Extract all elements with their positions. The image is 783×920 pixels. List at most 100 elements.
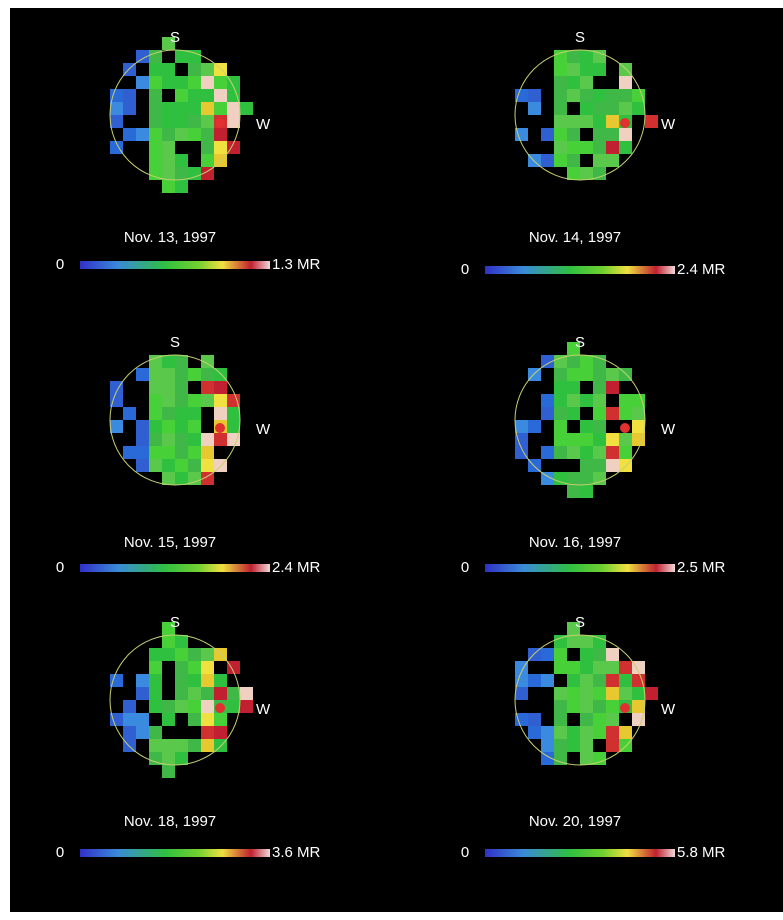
pixel <box>162 180 175 193</box>
pixel <box>175 446 188 459</box>
pixel <box>136 446 149 459</box>
pixel <box>580 63 593 76</box>
pixel <box>175 115 188 128</box>
pixel <box>567 472 580 485</box>
pixel <box>201 661 214 674</box>
pixel <box>162 446 175 459</box>
pixel <box>201 141 214 154</box>
pixel <box>619 433 632 446</box>
pixel <box>541 446 554 459</box>
pixel <box>645 687 658 700</box>
pixel <box>188 394 201 407</box>
pixel <box>175 420 188 433</box>
pixel <box>619 446 632 459</box>
colorbar <box>485 849 675 857</box>
pixel <box>619 661 632 674</box>
scale-max: 2.4 MR <box>677 261 726 278</box>
pixel <box>188 63 201 76</box>
pixel <box>593 141 606 154</box>
date-label: Nov. 18, 1997 <box>124 813 216 830</box>
pixel <box>110 115 123 128</box>
pixel <box>175 128 188 141</box>
pixel <box>188 420 201 433</box>
pixel <box>567 433 580 446</box>
pixel <box>201 381 214 394</box>
pixel <box>201 394 214 407</box>
pixel <box>227 115 240 128</box>
pixel <box>580 89 593 102</box>
pixel <box>175 50 188 63</box>
pixel <box>214 128 227 141</box>
pixel <box>632 407 645 420</box>
scale-min: 0 <box>56 256 64 273</box>
pixel <box>554 433 567 446</box>
west-label: W <box>661 421 676 438</box>
scale-max: 1.3 MR <box>272 256 321 273</box>
colorbar <box>80 261 270 269</box>
pixel <box>580 713 593 726</box>
pixel <box>201 63 214 76</box>
pixel <box>149 141 162 154</box>
pixel <box>149 63 162 76</box>
pixel <box>580 420 593 433</box>
pixel <box>175 661 188 674</box>
pixel <box>606 713 619 726</box>
pixel <box>162 102 175 115</box>
pixel <box>123 446 136 459</box>
pixel <box>541 154 554 167</box>
pixel <box>149 394 162 407</box>
colorbar <box>80 849 270 857</box>
pixel <box>188 446 201 459</box>
pixel <box>188 661 201 674</box>
pixel <box>619 89 632 102</box>
pixel <box>541 648 554 661</box>
pixel <box>606 115 619 128</box>
pixel <box>162 635 175 648</box>
pixel <box>580 635 593 648</box>
pixel <box>162 420 175 433</box>
pixel <box>188 674 201 687</box>
pixel <box>606 726 619 739</box>
pixel <box>227 102 240 115</box>
pixel <box>175 154 188 167</box>
pixel <box>554 102 567 115</box>
west-label: W <box>256 701 271 718</box>
pixel <box>554 648 567 661</box>
pixel <box>541 674 554 687</box>
pixel <box>554 700 567 713</box>
colorbar <box>485 564 675 572</box>
spot <box>215 423 225 433</box>
pixel <box>149 661 162 674</box>
pixel <box>162 407 175 420</box>
pixel <box>593 420 606 433</box>
pixel <box>188 115 201 128</box>
pixel <box>162 739 175 752</box>
pixel <box>567 674 580 687</box>
pixel <box>554 407 567 420</box>
pixel <box>554 420 567 433</box>
pixel <box>136 420 149 433</box>
pixel <box>201 368 214 381</box>
pixel <box>214 407 227 420</box>
pixel <box>606 141 619 154</box>
pixel <box>541 726 554 739</box>
pixel <box>240 687 253 700</box>
pixel <box>593 394 606 407</box>
pixel <box>201 459 214 472</box>
pixel <box>149 381 162 394</box>
pixel <box>606 433 619 446</box>
pixel <box>606 661 619 674</box>
pixel <box>149 420 162 433</box>
pixel <box>632 420 645 433</box>
pixel <box>149 674 162 687</box>
pixel <box>593 89 606 102</box>
date-label: Nov. 16, 1997 <box>529 534 621 551</box>
pixel <box>214 687 227 700</box>
pixel <box>593 674 606 687</box>
pixel <box>567 407 580 420</box>
spot <box>215 703 225 713</box>
pixel <box>554 76 567 89</box>
pixel <box>162 167 175 180</box>
pixel <box>175 648 188 661</box>
pixel <box>201 674 214 687</box>
